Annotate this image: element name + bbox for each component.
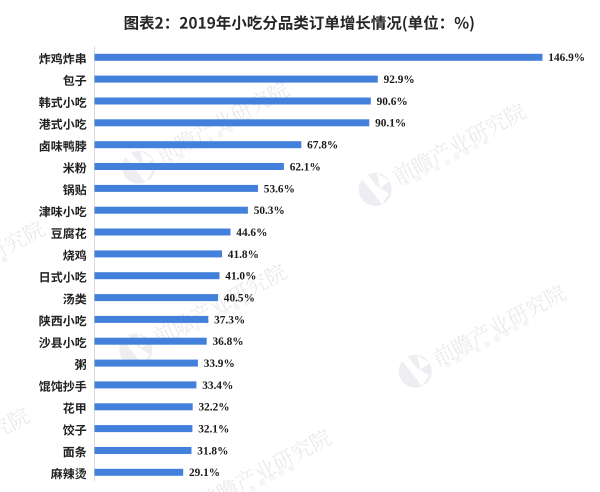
svg-text:31.8%: 31.8%: [197, 445, 228, 457]
svg-text:90.1%: 90.1%: [375, 118, 406, 130]
svg-text:50.3%: 50.3%: [254, 205, 285, 217]
svg-text:33.9%: 33.9%: [204, 358, 235, 370]
svg-text:33.4%: 33.4%: [202, 380, 233, 392]
svg-text:41.8%: 41.8%: [228, 249, 259, 261]
svg-text:40.5%: 40.5%: [224, 293, 255, 305]
svg-text:146.9%: 146.9%: [548, 52, 585, 64]
svg-text:62.1%: 62.1%: [290, 161, 321, 173]
svg-text:32.1%: 32.1%: [198, 424, 229, 436]
svg-text:92.9%: 92.9%: [384, 74, 415, 86]
svg-text:37.3%: 37.3%: [214, 314, 245, 326]
svg-text:41.0%: 41.0%: [225, 271, 256, 283]
svg-text:44.6%: 44.6%: [236, 227, 267, 239]
svg-text:32.2%: 32.2%: [199, 402, 230, 414]
svg-text:36.8%: 36.8%: [213, 336, 244, 348]
svg-text:53.6%: 53.6%: [264, 183, 295, 195]
svg-text:29.1%: 29.1%: [189, 467, 220, 479]
svg-text:90.6%: 90.6%: [377, 96, 408, 108]
svg-text:67.8%: 67.8%: [307, 140, 338, 152]
